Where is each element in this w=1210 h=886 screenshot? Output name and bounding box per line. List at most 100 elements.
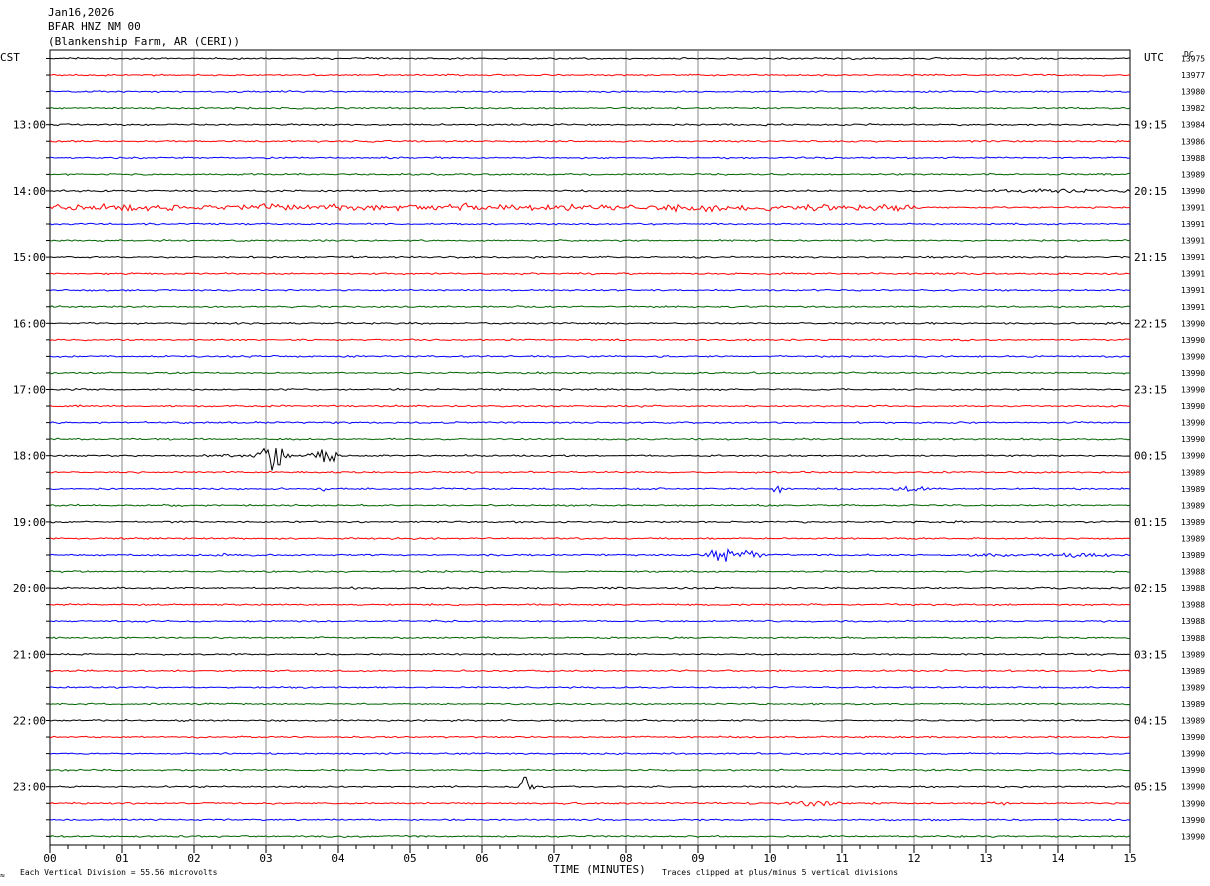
dc-offset-label: 13989 [1181,717,1205,726]
dc-offset-label: 13977 [1181,71,1205,80]
dc-offset-label: 13990 [1181,733,1205,742]
trace-row [49,718,1131,723]
trace-row [49,222,1131,226]
x-tick-label: 02 [187,852,200,865]
trace-row [50,776,1130,791]
dc-offset-label: 13988 [1181,568,1205,577]
dc-offset-label: 13989 [1181,485,1205,494]
dc-offset-label: 13990 [1181,336,1205,345]
trace-row [49,188,1131,194]
dc-offset-label: 13990 [1181,783,1205,792]
utc-hour-label: 20:15 [1134,185,1167,198]
dc-offset-label: 13989 [1181,551,1205,560]
x-tick-label: 14 [1051,852,1065,865]
trace-row [49,73,1131,77]
date-title: Jan16,2026 [48,6,114,19]
trace-row [49,387,1131,392]
dc-offset-label: 13982 [1181,104,1205,113]
right-timezone-label: UTC [1144,51,1164,64]
trace-row [49,702,1131,706]
trace-row [49,89,1131,94]
x-tick-label: 13 [979,852,992,865]
dc-offset-label: 13991 [1181,286,1205,295]
utc-hour-label: 02:15 [1134,582,1167,595]
time-labels: 00 01 02 03 04 05 06 07 08 09 10 11 12 13 14 15 13975 139… [13,55,1205,866]
x-tick-label: 09 [691,852,704,865]
dc-offset-label: 13989 [1181,468,1205,477]
cst-hour-label: 17:00 [13,384,46,397]
trace-row [49,371,1131,375]
dc-offset-label: 13989 [1181,170,1205,179]
trace-row [49,404,1131,408]
cst-hour-label: 13:00 [13,119,46,132]
dc-offset-label: 13991 [1181,203,1205,212]
utc-hour-label: 21:15 [1134,251,1167,264]
trace-row [49,338,1131,342]
utc-hour-label: 04:15 [1134,715,1167,728]
dc-offset-label: 13990 [1181,750,1205,759]
station-title: BFAR HNZ NM 00 [48,20,141,33]
trace-row [49,139,1131,143]
x-tick-label: 08 [619,852,632,865]
trace-row [49,636,1131,640]
x-tick-label: 10 [763,852,776,865]
cst-hour-label: 20:00 [13,582,46,595]
x-tick-label: 11 [835,852,848,865]
station-location: (Blankenship Farm, AR (CERI)) [48,35,240,48]
trace-row [49,106,1131,110]
dc-offset-label: 13990 [1181,187,1205,196]
trace-row [49,834,1131,839]
dc-offset-label: 13989 [1181,683,1205,692]
plot-frame [49,49,1131,846]
dc-offset-label: 13990 [1181,419,1205,428]
cst-hour-label: 23:00 [13,781,46,794]
dc-offset-label: 13986 [1181,137,1205,146]
utc-hour-label: 23:15 [1134,384,1167,397]
dc-offset-label: 13990 [1181,766,1205,775]
dc-offset-label: 13991 [1181,220,1205,229]
trace-row [49,619,1131,623]
x-axis-label: TIME (MINUTES) [553,863,646,876]
utc-hour-label: 01:15 [1134,516,1167,529]
trace-row [49,123,1131,127]
dc-offset-label: 13988 [1181,584,1205,593]
dc-offset-label: 13991 [1181,237,1205,246]
trace-row [49,288,1130,292]
dc-offset-label: 13989 [1181,501,1205,510]
trace-row [49,354,1131,358]
trace-row [49,56,1131,61]
utc-hour-label: 22:15 [1134,317,1167,330]
scale-note: Each Vertical Division = 55.56 microvolt… [20,868,218,877]
dc-offset-label: 13980 [1181,88,1205,97]
dc-offset-label: 13990 [1181,816,1205,825]
left-timezone-label: CST [0,51,20,64]
dc-offset-label: 13975 [1181,55,1205,64]
trace-row [49,548,1131,562]
x-tick-label: 12 [907,852,920,865]
dc-offset-label: 13991 [1181,270,1205,279]
trace-row [49,751,1131,756]
trace-row [49,685,1131,690]
grid-lines [46,49,1131,853]
dc-offset-label: 13990 [1181,832,1205,841]
trace-row [49,272,1131,276]
trace-row [49,485,1131,495]
cst-hour-label: 14:00 [13,185,46,198]
trace-row [49,447,1131,471]
x-tick-label: 00 [43,852,56,865]
trace-row [49,800,1131,807]
seismic-traces [49,56,1131,839]
trace-row [49,255,1131,259]
cst-hour-label: 18:00 [13,450,46,463]
dc-offset-label: 13990 [1181,352,1205,361]
trace-row [49,520,1131,524]
dc-offset-label: 13990 [1181,799,1205,808]
cst-hour-label: 22:00 [13,715,46,728]
dc-offset-label: 13990 [1181,452,1205,461]
dc-offset-label: 13988 [1181,154,1205,163]
cst-hour-label: 15:00 [13,251,46,264]
dc-offset-label: 13991 [1181,253,1205,262]
trace-row [49,321,1131,325]
trace-row [49,768,1131,772]
utc-hour-label: 00:15 [1134,450,1167,463]
